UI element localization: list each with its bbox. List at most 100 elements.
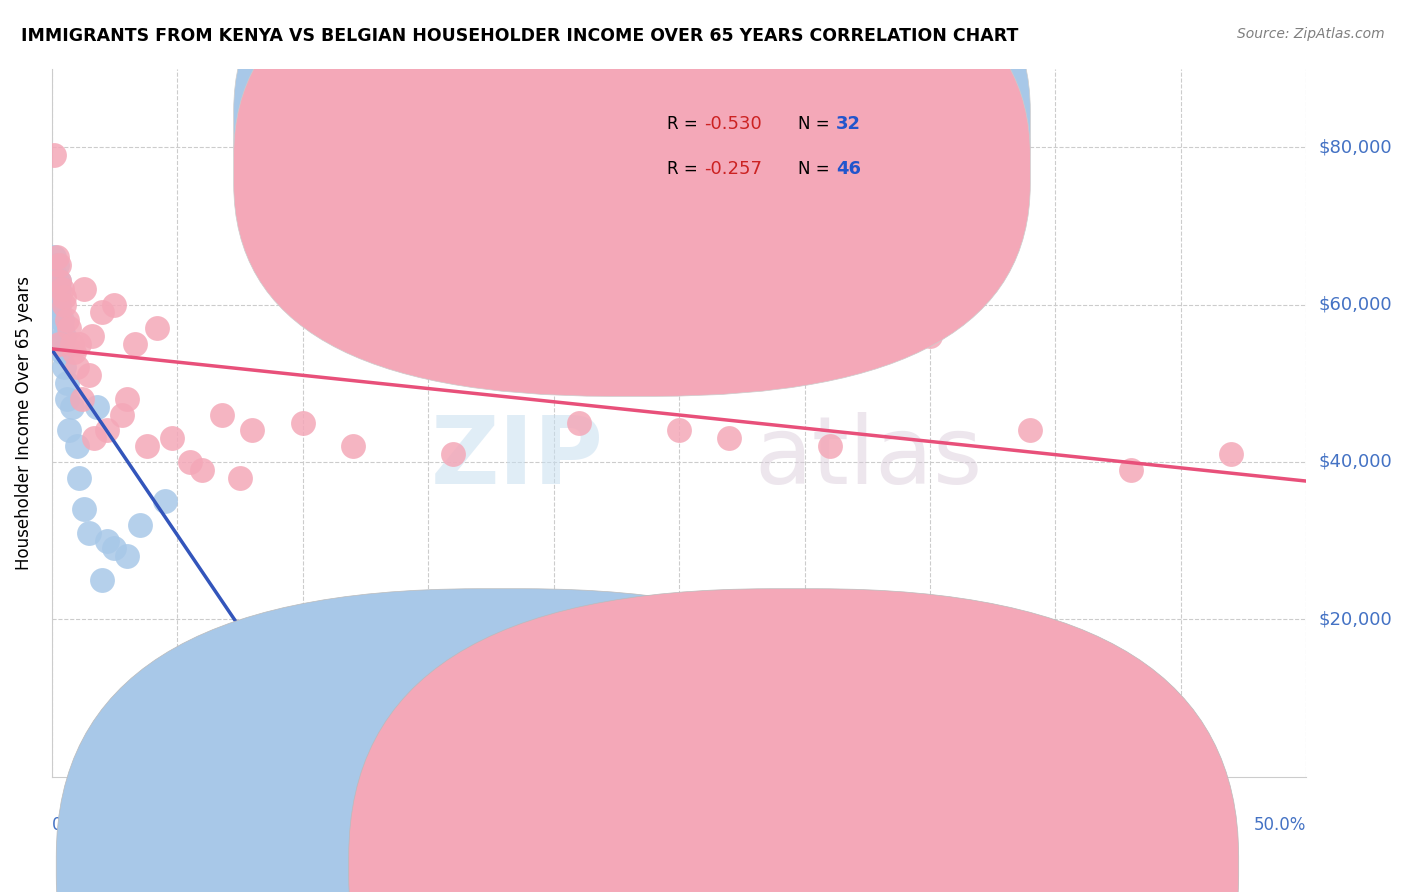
Text: 50.0%: 50.0% [1254,815,1306,833]
Text: Immigrants from Kenya: Immigrants from Kenya [494,852,688,870]
Point [53,329,76,343]
Text: 46: 46 [837,160,860,178]
Point [1220,447,1243,461]
Text: $60,000: $60,000 [1319,295,1392,314]
FancyBboxPatch shape [233,0,1031,396]
Point [53,297,76,311]
Point [70,392,93,406]
Point [718,431,741,445]
Text: N =: N = [799,160,835,178]
Point [191,463,214,477]
Point [73,502,96,516]
Point [441,447,464,461]
Text: R =: R = [666,160,703,178]
Point [48,274,70,288]
Point [67,337,90,351]
Point [160,431,183,445]
Point [58,321,80,335]
Point [48,297,70,311]
Text: $80,000: $80,000 [1319,138,1392,156]
Point [96,424,118,438]
Text: -0.530: -0.530 [704,115,762,134]
Point [86,400,108,414]
Text: 32: 32 [837,115,860,134]
Point [153,494,176,508]
Text: $20,000: $20,000 [1319,610,1393,628]
Point [44,148,66,162]
Point [818,439,841,453]
Point [73,282,96,296]
Point [53,360,76,375]
Point [45,258,67,272]
Point [242,424,264,438]
Point [51,282,73,296]
Point [124,337,146,351]
Point [1119,463,1142,477]
Point [44,266,66,280]
Text: R =: R = [666,115,703,134]
Point [51,321,73,335]
Point [60,400,83,414]
Point [111,408,134,422]
Point [56,313,79,327]
Point [179,455,201,469]
Point [90,573,112,587]
Point [115,392,138,406]
FancyBboxPatch shape [585,94,942,203]
Point [79,368,101,383]
Point [90,305,112,319]
Point [58,424,80,438]
Point [668,424,690,438]
Point [115,549,138,564]
Point [44,251,66,265]
Point [56,392,79,406]
Text: atlas: atlas [755,412,983,504]
Point [48,305,70,319]
Point [67,470,90,484]
Point [66,439,89,453]
Point [45,274,67,288]
Point [211,408,233,422]
Point [342,439,364,453]
Point [291,416,314,430]
Point [63,344,86,359]
Point [48,290,70,304]
FancyBboxPatch shape [233,0,1031,351]
Point [48,337,70,351]
Point [56,376,79,391]
Text: Belgians: Belgians [801,852,872,870]
Point [80,329,103,343]
Point [392,305,415,319]
Point [128,517,150,532]
Point [51,344,73,359]
Point [342,659,364,673]
Point [1019,424,1042,438]
Point [51,313,73,327]
Point [568,416,591,430]
Point [96,533,118,548]
Point [136,439,159,453]
Point [48,282,70,296]
Point [60,337,83,351]
Point [66,360,89,375]
Text: -0.257: -0.257 [704,160,762,178]
Text: ZIP: ZIP [430,412,603,504]
Point [517,321,540,335]
Point [48,274,70,288]
Point [79,525,101,540]
Point [918,329,941,343]
Text: N =: N = [799,115,835,134]
Point [146,321,169,335]
Point [103,297,125,311]
Point [103,541,125,556]
Point [45,290,67,304]
Text: 0.0%: 0.0% [52,815,94,833]
Point [45,251,67,265]
Text: IMMIGRANTS FROM KENYA VS BELGIAN HOUSEHOLDER INCOME OVER 65 YEARS CORRELATION CH: IMMIGRANTS FROM KENYA VS BELGIAN HOUSEHO… [21,27,1018,45]
Point [53,290,76,304]
Y-axis label: Householder Income Over 65 years: Householder Income Over 65 years [15,276,32,570]
Text: Source: ZipAtlas.com: Source: ZipAtlas.com [1237,27,1385,41]
Point [48,258,70,272]
Point [83,431,105,445]
Point [51,337,73,351]
